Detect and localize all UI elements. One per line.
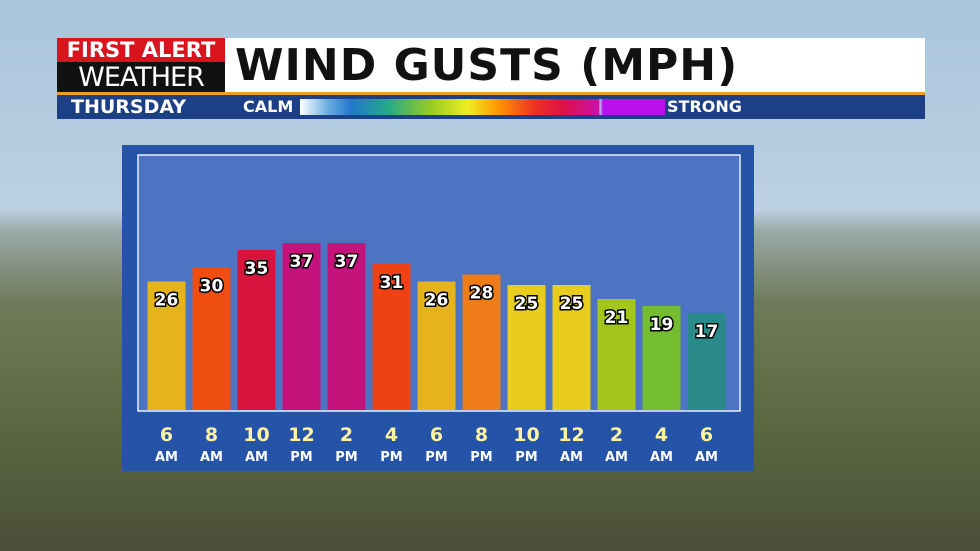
logo-line: FIRST ALERT — [57, 38, 225, 62]
value-label: 31 — [380, 273, 404, 293]
x-tick-period: AM — [155, 450, 178, 465]
x-tick-label: 12 — [288, 424, 314, 446]
scale-gradient — [300, 99, 665, 115]
bar — [462, 274, 501, 410]
value-label: 19 — [650, 315, 674, 335]
bar — [147, 281, 186, 410]
info-strip: THURSDAY CALM STRONG — [57, 95, 925, 119]
bar — [192, 267, 231, 410]
x-tick-label: 12 — [558, 424, 584, 446]
x-tick-period: AM — [605, 450, 628, 465]
value-label: 26 — [425, 291, 449, 311]
bar — [552, 285, 591, 410]
x-tick-label: 8 — [475, 424, 488, 446]
value-label: 26 — [155, 291, 179, 311]
bar — [237, 250, 276, 410]
x-tick-label: 4 — [385, 424, 398, 446]
value-label: 17 — [695, 322, 719, 342]
value-label: 28 — [470, 284, 494, 304]
value-label: 30 — [200, 277, 224, 297]
x-tick-period: PM — [515, 450, 537, 465]
bar — [687, 313, 726, 410]
x-tick-period: AM — [245, 450, 268, 465]
bar — [417, 281, 456, 410]
x-tick-period: AM — [695, 450, 718, 465]
x-tick-label: 6 — [430, 424, 443, 446]
x-tick-label: 2 — [610, 424, 623, 446]
x-tick-period: PM — [470, 450, 492, 465]
x-tick-label: 6 — [700, 424, 713, 446]
scale-high-label: STRONG — [667, 97, 742, 116]
x-tick-period: AM — [650, 450, 673, 465]
scale-low-label: CALM — [243, 97, 294, 116]
x-tick-label: 2 — [340, 424, 353, 446]
x-tick-period: AM — [200, 450, 223, 465]
x-tick-label: 10 — [513, 424, 539, 446]
x-tick-period: PM — [380, 450, 402, 465]
value-label: 25 — [515, 294, 539, 314]
x-tick-period: PM — [290, 450, 312, 465]
x-tick-label: 8 — [205, 424, 218, 446]
value-label: 25 — [560, 294, 584, 314]
bar — [327, 243, 366, 410]
x-tick-label: 6 — [160, 424, 173, 446]
bar — [282, 243, 321, 410]
bar — [642, 306, 681, 410]
bar — [597, 299, 636, 410]
x-tick-label: 4 — [655, 424, 668, 446]
value-label: 37 — [335, 252, 359, 272]
value-label: 37 — [290, 252, 314, 272]
value-label: 21 — [605, 308, 629, 328]
logo-line: WEATHER — [78, 62, 205, 93]
chart-title: WIND GUSTS (MPH) — [235, 40, 739, 91]
day-label: THURSDAY — [71, 96, 187, 118]
bar — [507, 285, 546, 410]
bar — [372, 264, 411, 410]
logo: FIRST ALERT WEATHER — [57, 38, 225, 92]
x-tick-period: PM — [425, 450, 447, 465]
x-tick-label: 10 — [243, 424, 269, 446]
value-label: 35 — [245, 259, 269, 279]
x-tick-period: AM — [560, 450, 583, 465]
x-tick-period: PM — [335, 450, 357, 465]
